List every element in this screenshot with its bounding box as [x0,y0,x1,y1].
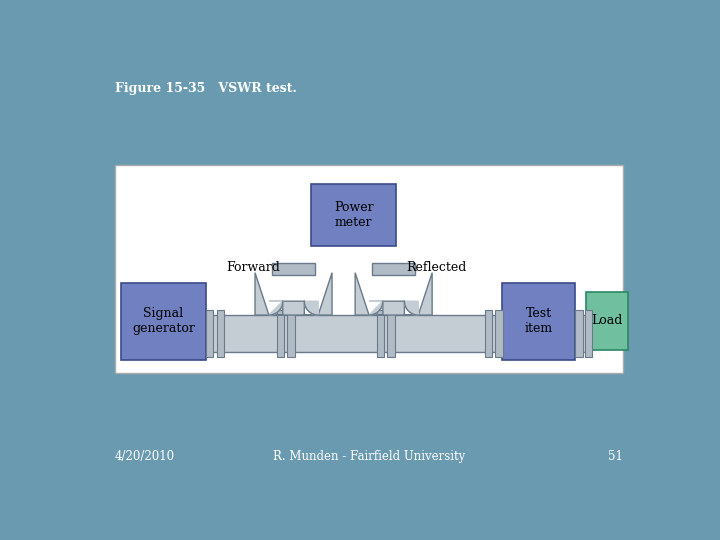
Text: Reflected: Reflected [406,261,467,274]
Bar [311,184,396,246]
Polygon shape [405,301,418,315]
Text: 4/20/2010: 4/20/2010 [115,450,175,463]
Bar [575,310,583,356]
Bar [575,315,586,352]
Polygon shape [305,301,318,315]
Polygon shape [255,273,332,315]
Polygon shape [269,301,283,315]
Bar [206,315,503,352]
Bar [585,310,593,356]
Bar [272,264,315,275]
Bar [377,310,384,356]
Text: Test
item: Test item [525,307,553,335]
Bar [115,165,623,373]
Text: Load: Load [592,314,623,327]
Bar [206,310,213,356]
Text: Signal
generator: Signal generator [132,307,195,335]
Bar [387,310,395,356]
Bar [276,310,284,356]
Bar [485,310,492,356]
Text: Figure 15-35   VSWR test.: Figure 15-35 VSWR test. [115,82,297,94]
Bar [495,310,503,356]
Text: 51: 51 [608,450,623,463]
Bar [287,310,295,356]
Polygon shape [369,301,383,315]
Bar [503,283,575,360]
Polygon shape [355,273,432,315]
Text: Power
meter: Power meter [334,201,374,229]
Text: R. Munden - Fairfield University: R. Munden - Fairfield University [273,450,465,463]
Bar [217,310,224,356]
Bar [586,292,629,350]
Bar [372,264,415,275]
Text: Forward: Forward [227,261,281,274]
Bar [121,283,206,360]
